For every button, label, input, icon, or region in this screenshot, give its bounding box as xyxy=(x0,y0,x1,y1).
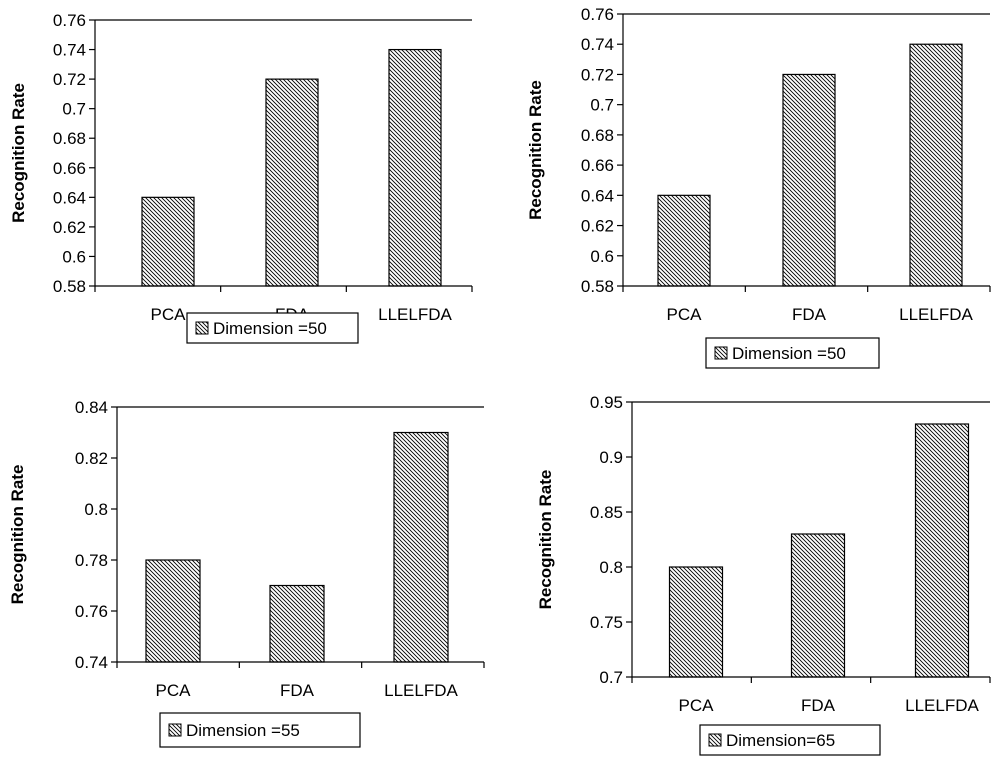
y-tick-label: 0.74 xyxy=(75,653,108,672)
y-tick-label: 0.66 xyxy=(581,156,614,175)
y-tick-label: 0.76 xyxy=(53,11,86,30)
y-tick-label: 0.82 xyxy=(75,449,108,468)
x-tick-label: FDA xyxy=(280,681,315,700)
chart-2: 0.58 0.6 0.62 0.64 0.66 0.68 0.7 0.72 0.74 0.76 PC… xyxy=(526,5,991,369)
legend-box xyxy=(705,337,880,369)
bar-fda[interactable] xyxy=(790,533,846,678)
bar-fda[interactable] xyxy=(269,584,325,663)
bar-pca[interactable] xyxy=(668,566,724,678)
legend: Dimension =50 xyxy=(186,312,359,344)
bar-fda[interactable] xyxy=(782,73,836,287)
bar-fda[interactable] xyxy=(265,78,319,287)
y-tick-label: 0.7 xyxy=(599,668,623,687)
y-axis-title: Recognition Rate xyxy=(536,470,555,610)
y-tick-label: 0.8 xyxy=(599,558,623,577)
y-tick-label: 0.64 xyxy=(53,188,86,207)
y-axis-title: Recognition Rate xyxy=(8,465,27,605)
y-tick-label: 0.62 xyxy=(581,217,614,236)
bar-llelfda[interactable] xyxy=(388,48,442,287)
bar-pca[interactable] xyxy=(141,196,195,287)
y-tick-label: 0.8 xyxy=(84,500,108,519)
legend-swatch xyxy=(714,346,728,360)
bar-llelfda[interactable] xyxy=(914,423,970,678)
y-tick-label: 0.76 xyxy=(581,5,614,24)
legend: Dimension =50 xyxy=(705,337,880,369)
y-tick-label: 0.95 xyxy=(590,393,623,412)
legend-box xyxy=(159,712,361,748)
y-tick-label: 0.68 xyxy=(53,129,86,148)
x-tick-label: LLELFDA xyxy=(905,696,979,715)
y-tick-label: 0.66 xyxy=(53,159,86,178)
y-tick-label: 0.74 xyxy=(53,41,86,60)
legend-swatch xyxy=(195,321,209,335)
bar-llelfda[interactable] xyxy=(393,431,449,663)
bar-llelfda[interactable] xyxy=(909,43,963,287)
x-tick-label: LLELFDA xyxy=(384,681,458,700)
chart-1: 0.58 0.6 0.62 0.64 0.66 0.68 0.7 0.72 0.74 0.76 PC… xyxy=(9,11,473,344)
y-tick-label: 0.58 xyxy=(581,277,614,296)
legend-label: Dimension=65 xyxy=(726,731,835,750)
y-tick-label: 0.84 xyxy=(75,398,108,417)
x-tick-label: PCA xyxy=(679,696,715,715)
bar-pca[interactable] xyxy=(657,194,711,287)
legend-label: Dimension =50 xyxy=(213,319,327,338)
y-tick-label: 0.62 xyxy=(53,218,86,237)
y-tick-label: 0.7 xyxy=(62,100,86,119)
legend: Dimension=65 xyxy=(699,724,881,756)
bar-pca[interactable] xyxy=(145,559,201,663)
x-tick-label: PCA xyxy=(667,305,703,324)
legend-swatch xyxy=(708,733,722,747)
legend-swatch xyxy=(168,723,182,737)
x-tick-label: PCA xyxy=(156,681,192,700)
y-tick-label: 0.9 xyxy=(599,448,623,467)
y-tick-label: 0.68 xyxy=(581,126,614,145)
y-tick-label: 0.72 xyxy=(581,65,614,84)
chart-4: 0.7 0.75 0.8 0.85 0.9 0.95 PCA FDA LLELFDA Recogn… xyxy=(536,393,991,756)
y-axis-title: Recognition Rate xyxy=(9,83,28,223)
y-tick-label: 0.75 xyxy=(590,613,623,632)
legend-box xyxy=(699,724,881,756)
legend-label: Dimension =50 xyxy=(732,344,846,363)
y-tick-label: 0.6 xyxy=(590,247,614,266)
y-tick-label: 0.6 xyxy=(62,247,86,266)
y-tick-label: 0.78 xyxy=(75,551,108,570)
y-tick-label: 0.72 xyxy=(53,70,86,89)
y-tick-label: 0.58 xyxy=(53,277,86,296)
legend-box xyxy=(186,312,359,344)
x-tick-label: FDA xyxy=(792,305,827,324)
legend-label: Dimension =55 xyxy=(186,721,300,740)
y-tick-label: 0.74 xyxy=(581,35,614,54)
x-tick-label: FDA xyxy=(801,696,836,715)
chart-3: 0.74 0.76 0.78 0.8 0.82 0.84 PCA FDA LLELFDA Reco… xyxy=(8,398,485,748)
y-axis-title: Recognition Rate xyxy=(526,80,545,220)
y-tick-label: 0.85 xyxy=(590,503,623,522)
legend: Dimension =55 xyxy=(159,712,361,748)
x-tick-label: LLELFDA xyxy=(378,305,452,324)
x-tick-label: LLELFDA xyxy=(899,305,973,324)
y-tick-label: 0.64 xyxy=(581,186,614,205)
y-tick-label: 0.7 xyxy=(590,96,614,115)
y-tick-label: 0.76 xyxy=(75,602,108,621)
x-tick-label: PCA xyxy=(151,305,187,324)
